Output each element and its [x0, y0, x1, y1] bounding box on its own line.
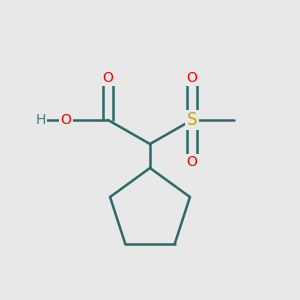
Text: O: O	[187, 71, 197, 85]
Text: O: O	[103, 71, 113, 85]
Text: S: S	[187, 111, 197, 129]
Text: O: O	[187, 155, 197, 169]
Text: O: O	[61, 113, 71, 127]
Text: H: H	[35, 113, 46, 127]
